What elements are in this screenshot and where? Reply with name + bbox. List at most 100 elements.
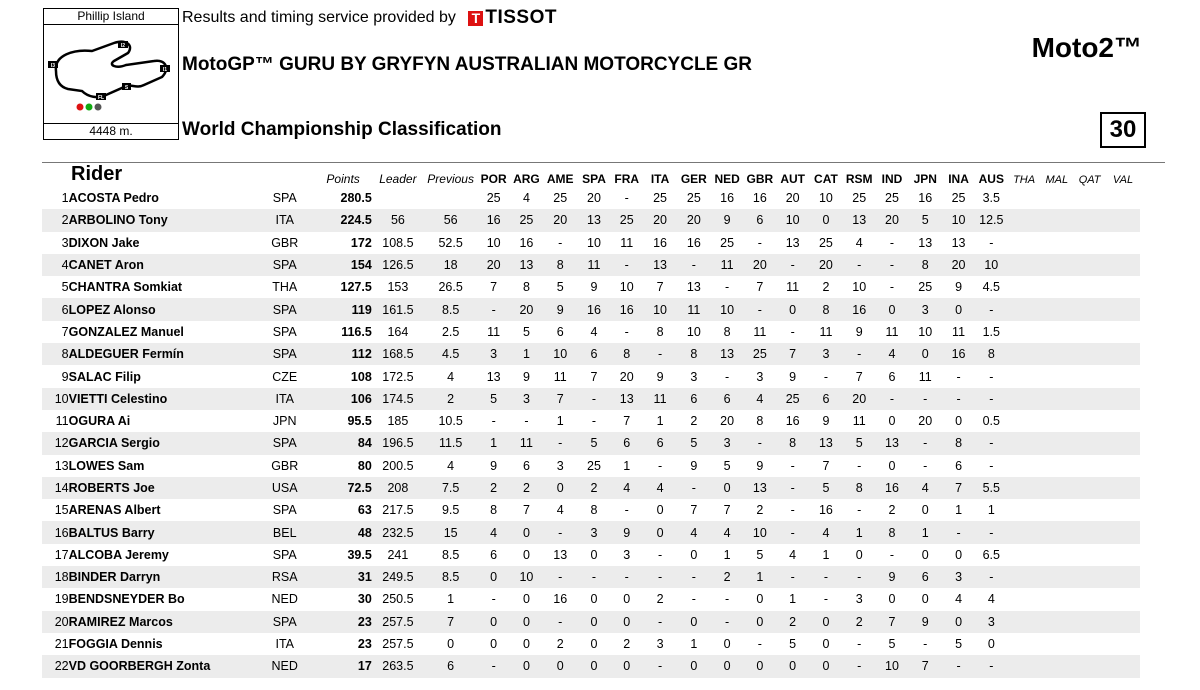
position-cell: 21 (54, 637, 69, 652)
future-race-cell (1040, 254, 1073, 276)
race-result-cell: 13 (553, 547, 568, 562)
race-result-cell: 5 (888, 637, 896, 652)
nation-cell: ITA (275, 213, 294, 228)
leader-gap-cell: 263.5 (382, 659, 414, 674)
race-result-cell: 25 (619, 213, 634, 228)
future-race-cell (1106, 655, 1140, 677)
previous-gap-cell: 0 (447, 637, 455, 652)
race-result-cell: - (657, 458, 663, 473)
race-result-cell: - (558, 570, 563, 585)
race-result-cell: 0 (690, 614, 698, 629)
rider-name-cell: GONZALEZ Manuel (68, 324, 184, 339)
race-result-cell: 25 (785, 391, 800, 406)
race-result-cell: 0 (623, 614, 631, 629)
position-cell: 5 (61, 280, 69, 295)
previous-gap-cell: 18 (443, 258, 458, 273)
future-race-cell (1008, 521, 1041, 543)
race-result-cell: 3 (522, 391, 530, 406)
race-result-cell: 6 (756, 213, 764, 228)
leader-gap-cell: 174.5 (382, 391, 414, 406)
race-result-cell: 9 (656, 369, 664, 384)
race-result-cell: 4 (490, 525, 498, 540)
race-result-cell: 8 (987, 347, 995, 362)
future-race-cell (1040, 321, 1073, 343)
leader-gap-cell: 250.5 (382, 592, 414, 607)
rider-name-cell: SALAC Filip (68, 369, 141, 384)
future-race-cell (1073, 365, 1106, 387)
race-result-cell: - (989, 302, 994, 317)
race-result-cell: - (491, 659, 496, 674)
race-result-cell: 7 (789, 347, 797, 362)
rider-name-cell: ARENAS Albert (68, 503, 161, 518)
future-race-cell (1040, 276, 1073, 298)
header-race-ina: INA (948, 172, 969, 186)
race-result-cell: - (989, 369, 994, 384)
race-result-cell: 2 (888, 503, 896, 518)
race-result-cell: 7 (490, 280, 498, 295)
race-result-cell: 10 (486, 235, 501, 250)
race-result-cell: 10 (686, 324, 701, 339)
race-result-cell: 16 (885, 481, 899, 495)
race-result-cell: 9 (822, 414, 830, 429)
table-row: 14 ROBERTS Joe USA 72.5 208 7.5 2 2 0 2 4 4 - 0 13 - 5 8 1… (42, 476, 1140, 500)
race-result-cell: - (857, 458, 862, 473)
race-result-cell: 0 (921, 347, 929, 362)
race-result-cell: 25 (653, 191, 667, 206)
race-result-cell: 0 (490, 614, 498, 629)
race-result-cell: 0 (987, 637, 995, 652)
previous-gap-cell: 11.5 (438, 436, 463, 451)
future-race-cell (1008, 633, 1041, 655)
future-race-cell (1073, 499, 1106, 521)
future-race-cell (1040, 633, 1073, 655)
future-race-cell (1073, 232, 1106, 254)
race-result-cell: 6 (490, 547, 498, 562)
race-result-cell: - (923, 637, 928, 652)
race-result-cell: 2 (855, 614, 863, 629)
position-cell: 11 (55, 414, 69, 429)
race-result-cell: - (956, 525, 961, 540)
table-row: 13 LOWES Sam GBR 80 200.5 4 9 6 3 25 1 - 9 5 9 - 7 - 0 - 6 - (42, 455, 1140, 477)
race-result-cell: 7 (556, 391, 564, 406)
race-result-cell: - (558, 436, 563, 451)
race-result-cell: - (790, 458, 795, 473)
position-cell: 2 (61, 213, 69, 228)
race-result-cell: 4 (590, 324, 598, 339)
classification-table: Rider Points Leader Previous POR ARG AME SPA FRA… (42, 163, 1140, 678)
race-result-cell: 2 (590, 481, 598, 495)
race-result-cell: 6 (590, 347, 598, 362)
race-result-cell: 9 (623, 525, 631, 540)
race-result-cell: 16 (951, 347, 966, 362)
track-map-drawing: I2 I3 I1 S FL (48, 40, 170, 111)
race-result-cell: 9 (955, 280, 963, 295)
header-rider: Rider (71, 163, 123, 185)
table-row: 7 GONZALEZ Manuel SPA 116.5 164 2.5 11 5 6 4 - 8 10 8… (42, 321, 1140, 343)
rider-name-cell: DIXON Jake (68, 235, 140, 250)
race-result-cell: 4 (987, 592, 995, 607)
points-cell: 280.5 (340, 191, 372, 206)
race-result-cell: 13 (852, 213, 867, 228)
rider-name-cell: ARBOLINO Tony (68, 213, 168, 228)
race-result-cell: 10 (918, 324, 933, 339)
race-result-cell: 11 (519, 436, 533, 451)
nation-cell: SPA (272, 324, 297, 339)
future-race-cell (1040, 655, 1073, 677)
table-row: 21 FOGGIA Dennis ITA 23 257.5 0 0 0 2 0 2 3 1 0-5 0-5-… (42, 633, 1140, 655)
race-result-cell: 6 (723, 391, 731, 406)
race-result-cell: 2 (522, 481, 530, 495)
race-result-cell: 0 (955, 547, 963, 562)
leader-gap-cell: 257.5 (382, 637, 414, 652)
race-result-cell: 4 (756, 391, 764, 406)
future-race-cell (1106, 410, 1140, 432)
table-row: 22 VD GOORBERGH Zonta NED 17 263.5 6 - 0 0 0 0 - 0 0 0… (42, 655, 1140, 678)
race-result-cell: - (624, 191, 629, 206)
race-result-cell: 16 (519, 235, 534, 250)
future-race-cell (1073, 566, 1106, 588)
race-result-cell: 0 (690, 547, 698, 562)
race-result-cell: 0 (921, 503, 929, 518)
future-race-cell (1106, 209, 1140, 231)
points-cell: 119 (351, 302, 372, 317)
race-result-cell: 10 (885, 659, 899, 674)
previous-gap-cell: 8.5 (441, 570, 460, 585)
race-result-cell: 16 (587, 302, 601, 317)
future-race-cell (1008, 321, 1041, 343)
